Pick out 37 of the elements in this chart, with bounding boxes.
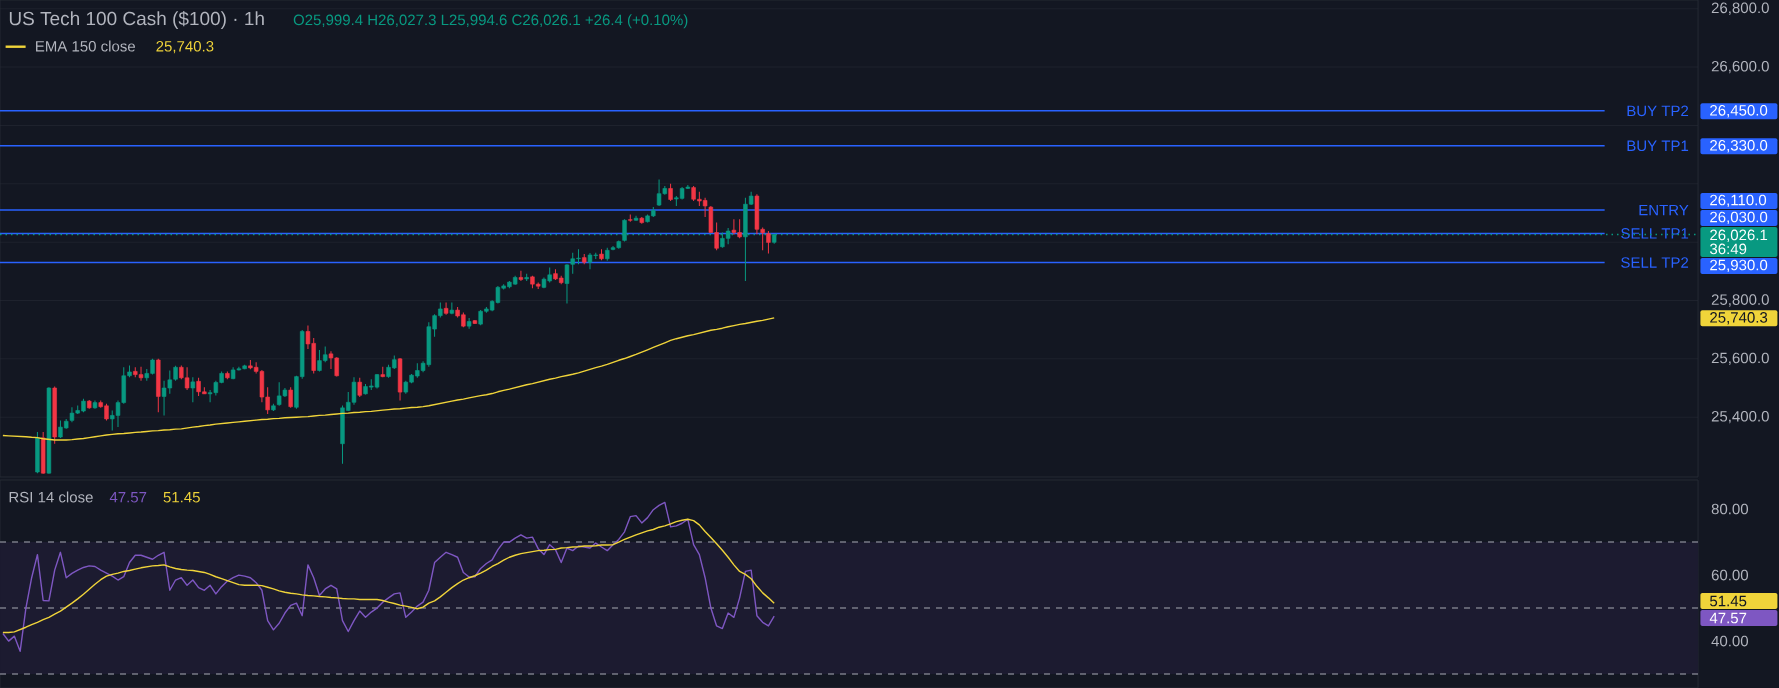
y-tick-label: 80.00 — [1711, 503, 1749, 515]
text: 25,740.3 — [156, 40, 214, 54]
text: 51.45 — [163, 492, 200, 503]
text: 26,330.0 — [1710, 140, 1768, 153]
ref-line-label: BUY TP2 — [1627, 105, 1689, 117]
y-tick-label: 25,600.0 — [1711, 352, 1769, 366]
text: 26,450.0 — [1710, 105, 1768, 118]
text: 36:49 — [1709, 243, 1747, 255]
y-tick-label: 25,400.0 — [1711, 410, 1769, 424]
y-tick-label: 47.57 — [1709, 612, 1747, 624]
ref-line-label: SELL TP2 — [1621, 257, 1689, 268]
y-tick-label: 26,600.0 — [1711, 60, 1769, 74]
candlestick — [518, 270, 524, 282]
text: 26,030.0 — [1710, 211, 1768, 225]
ref-line-label: SELL TP1 — [1621, 228, 1689, 239]
text: 47.57 — [109, 492, 147, 503]
y-tick-label: 25,740.3 — [1710, 312, 1768, 325]
y-tick-label: 40.00 — [1711, 635, 1749, 647]
y-tick-label: 25,800.0 — [1711, 294, 1769, 307]
candlestick — [466, 317, 472, 330]
candlestick — [766, 230, 771, 255]
candlestick — [443, 302, 449, 316]
candlestick — [288, 386, 293, 409]
text: 26,026.1 — [1710, 229, 1768, 242]
candlestick — [357, 377, 362, 398]
text: US Tech 100 Cash ($100) · 1h — [9, 10, 264, 29]
ref-line-label: ENTRY — [1639, 204, 1689, 216]
legend-label: EMA 150 close — [36, 40, 136, 52]
y-tick-label: 60.00 — [1711, 569, 1749, 581]
ref-line-label: BUY TP1 — [1627, 140, 1689, 152]
text: 25,930.0 — [1710, 259, 1768, 273]
y-tick-label: 51.45 — [1710, 595, 1747, 607]
candlestick — [190, 376, 196, 403]
y-tick-label: 26,800.0 — [1711, 2, 1769, 15]
text: O25,999.4 H26,027.3 L25,994.6 C26,026.1 +26.4 (+0.10%) — [293, 14, 688, 29]
text: RSI 14 close — [9, 491, 93, 503]
text: 26,110.0 — [1710, 194, 1767, 208]
